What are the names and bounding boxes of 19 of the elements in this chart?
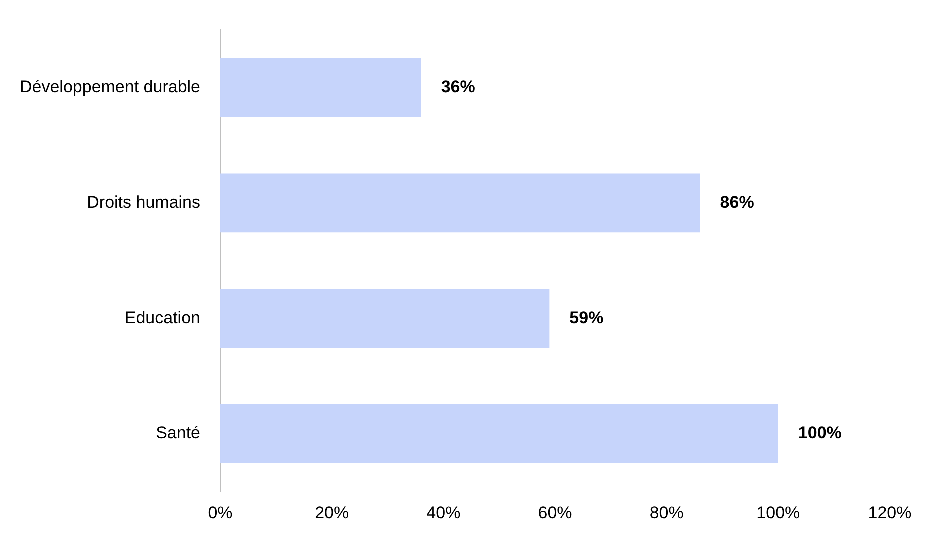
- x-tick-label: 80%: [650, 503, 684, 522]
- x-tick-label: 0%: [208, 503, 233, 522]
- data-label: 86%: [720, 192, 754, 212]
- x-tick-label: 100%: [756, 503, 800, 522]
- data-label: 100%: [798, 424, 842, 443]
- x-tick-label: 40%: [426, 503, 461, 522]
- bar: [220, 289, 550, 348]
- y-tick-label: Education: [124, 308, 201, 328]
- y-tick-label: Droits humains: [87, 192, 201, 212]
- x-tick-label: 60%: [538, 503, 572, 522]
- bar: [220, 404, 778, 464]
- data-label: 59%: [570, 308, 604, 328]
- x-tick-label: 20%: [315, 503, 350, 522]
- bar: [220, 58, 422, 118]
- bar: [220, 174, 700, 233]
- y-tick-label: Santé: [156, 424, 201, 443]
- data-label: 36%: [441, 78, 476, 97]
- y-tick-label: Développement durable: [20, 78, 201, 97]
- x-tick-label: 120%: [868, 503, 912, 522]
